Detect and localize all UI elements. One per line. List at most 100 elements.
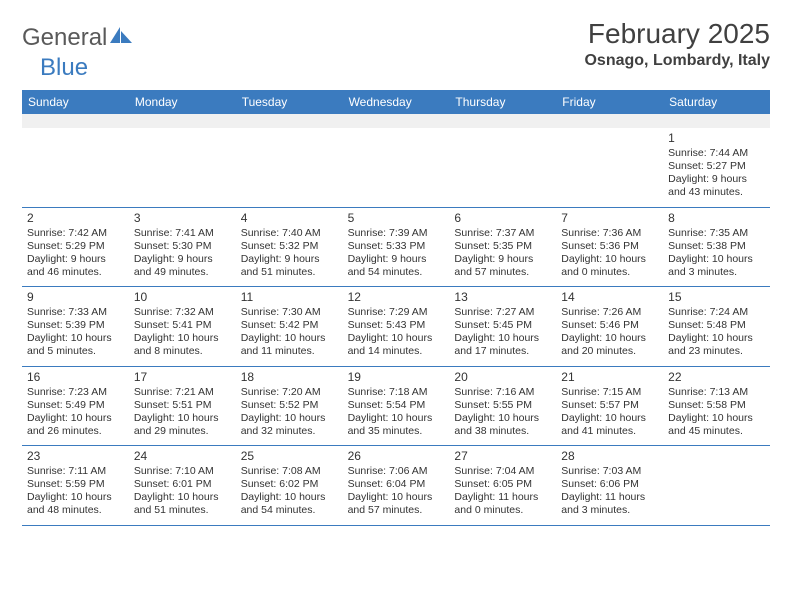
sunset-text: Sunset: 6:02 PM (241, 478, 338, 491)
day-number: 14 (561, 290, 658, 305)
sunset-text: Sunset: 5:43 PM (348, 319, 445, 332)
day-number: 16 (27, 370, 124, 385)
daylight-text: and 11 minutes. (241, 345, 338, 358)
sunset-text: Sunset: 5:57 PM (561, 399, 658, 412)
sunset-text: Sunset: 5:54 PM (348, 399, 445, 412)
daylight-text: Daylight: 9 hours (454, 253, 551, 266)
daylight-text: Daylight: 10 hours (134, 412, 231, 425)
day-number: 5 (348, 211, 445, 226)
sunrise-text: Sunrise: 7:04 AM (454, 465, 551, 478)
daylight-text: and 8 minutes. (134, 345, 231, 358)
day-cell (236, 128, 343, 207)
sunset-text: Sunset: 6:01 PM (134, 478, 231, 491)
day-cell: 19Sunrise: 7:18 AMSunset: 5:54 PMDayligh… (343, 367, 450, 446)
sunset-text: Sunset: 5:32 PM (241, 240, 338, 253)
day-cell (22, 128, 129, 207)
bottom-rule (22, 525, 770, 526)
day-number: 18 (241, 370, 338, 385)
daylight-text: and 26 minutes. (27, 425, 124, 438)
daylight-text: and 17 minutes. (454, 345, 551, 358)
sunrise-text: Sunrise: 7:20 AM (241, 386, 338, 399)
daylight-text: Daylight: 10 hours (134, 491, 231, 504)
day-number: 25 (241, 449, 338, 464)
daylight-text: Daylight: 11 hours (454, 491, 551, 504)
daylight-text: Daylight: 10 hours (668, 412, 765, 425)
daylight-text: Daylight: 10 hours (454, 332, 551, 345)
day-cell: 26Sunrise: 7:06 AMSunset: 6:04 PMDayligh… (343, 446, 450, 525)
daylight-text: and 3 minutes. (561, 504, 658, 517)
day-number: 28 (561, 449, 658, 464)
daylight-text: Daylight: 10 hours (561, 253, 658, 266)
calendar-body: 1Sunrise: 7:44 AMSunset: 5:27 PMDaylight… (22, 128, 770, 525)
sunset-text: Sunset: 6:04 PM (348, 478, 445, 491)
day-number: 21 (561, 370, 658, 385)
day-cell (129, 128, 236, 207)
day-cell (449, 128, 556, 207)
daylight-text: Daylight: 11 hours (561, 491, 658, 504)
day-number: 27 (454, 449, 551, 464)
daylight-text: Daylight: 10 hours (668, 332, 765, 345)
weekday-sat: Saturday (663, 90, 770, 114)
sunrise-text: Sunrise: 7:37 AM (454, 227, 551, 240)
calendar-page: General February 2025 Osnago, Lombardy, … (0, 0, 792, 536)
week-row: 9Sunrise: 7:33 AMSunset: 5:39 PMDaylight… (22, 286, 770, 366)
sunrise-text: Sunrise: 7:10 AM (134, 465, 231, 478)
sunrise-text: Sunrise: 7:30 AM (241, 306, 338, 319)
daylight-text: Daylight: 10 hours (348, 491, 445, 504)
daylight-text: and 20 minutes. (561, 345, 658, 358)
day-cell: 14Sunrise: 7:26 AMSunset: 5:46 PMDayligh… (556, 287, 663, 366)
sunset-text: Sunset: 5:39 PM (27, 319, 124, 332)
day-cell (663, 446, 770, 525)
sunset-text: Sunset: 5:52 PM (241, 399, 338, 412)
day-cell: 4Sunrise: 7:40 AMSunset: 5:32 PMDaylight… (236, 208, 343, 287)
sunset-text: Sunset: 5:35 PM (454, 240, 551, 253)
day-number: 19 (348, 370, 445, 385)
weekday-sun: Sunday (22, 90, 129, 114)
sunrise-text: Sunrise: 7:13 AM (668, 386, 765, 399)
day-cell: 8Sunrise: 7:35 AMSunset: 5:38 PMDaylight… (663, 208, 770, 287)
day-number: 23 (27, 449, 124, 464)
blank-row (22, 114, 770, 128)
daylight-text: and 43 minutes. (668, 186, 765, 199)
weekday-tue: Tuesday (236, 90, 343, 114)
day-number: 13 (454, 290, 551, 305)
sunset-text: Sunset: 6:06 PM (561, 478, 658, 491)
sunset-text: Sunset: 5:49 PM (27, 399, 124, 412)
day-cell: 12Sunrise: 7:29 AMSunset: 5:43 PMDayligh… (343, 287, 450, 366)
daylight-text: Daylight: 10 hours (27, 491, 124, 504)
daylight-text: and 45 minutes. (668, 425, 765, 438)
daylight-text: and 29 minutes. (134, 425, 231, 438)
day-cell: 24Sunrise: 7:10 AMSunset: 6:01 PMDayligh… (129, 446, 236, 525)
daylight-text: and 23 minutes. (668, 345, 765, 358)
sunset-text: Sunset: 5:30 PM (134, 240, 231, 253)
day-cell: 18Sunrise: 7:20 AMSunset: 5:52 PMDayligh… (236, 367, 343, 446)
sunset-text: Sunset: 5:36 PM (561, 240, 658, 253)
sunset-text: Sunset: 5:51 PM (134, 399, 231, 412)
day-cell: 17Sunrise: 7:21 AMSunset: 5:51 PMDayligh… (129, 367, 236, 446)
sunrise-text: Sunrise: 7:36 AM (561, 227, 658, 240)
daylight-text: and 49 minutes. (134, 266, 231, 279)
sunset-text: Sunset: 5:55 PM (454, 399, 551, 412)
daylight-text: and 54 minutes. (241, 504, 338, 517)
sunset-text: Sunset: 6:05 PM (454, 478, 551, 491)
daylight-text: and 14 minutes. (348, 345, 445, 358)
sunrise-text: Sunrise: 7:27 AM (454, 306, 551, 319)
day-number: 26 (348, 449, 445, 464)
daylight-text: and 0 minutes. (454, 504, 551, 517)
sunrise-text: Sunrise: 7:42 AM (27, 227, 124, 240)
sunrise-text: Sunrise: 7:23 AM (27, 386, 124, 399)
daylight-text: Daylight: 10 hours (454, 412, 551, 425)
daylight-text: Daylight: 9 hours (348, 253, 445, 266)
location: Osnago, Lombardy, Italy (584, 52, 770, 70)
week-row: 1Sunrise: 7:44 AMSunset: 5:27 PMDaylight… (22, 128, 770, 207)
sunset-text: Sunset: 5:41 PM (134, 319, 231, 332)
sunrise-text: Sunrise: 7:08 AM (241, 465, 338, 478)
daylight-text: and 51 minutes. (241, 266, 338, 279)
daylight-text: and 3 minutes. (668, 266, 765, 279)
daylight-text: and 35 minutes. (348, 425, 445, 438)
daylight-text: and 48 minutes. (27, 504, 124, 517)
sunrise-text: Sunrise: 7:39 AM (348, 227, 445, 240)
daylight-text: Daylight: 10 hours (561, 332, 658, 345)
sunrise-text: Sunrise: 7:33 AM (27, 306, 124, 319)
day-cell (556, 128, 663, 207)
